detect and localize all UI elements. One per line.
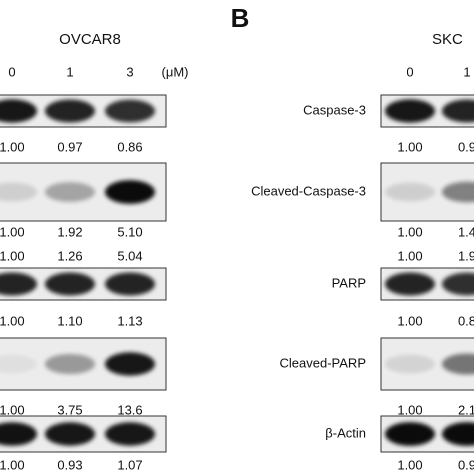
quant-value: 1.9: [458, 248, 474, 263]
quant-value: 1.92: [57, 224, 82, 239]
band: [0, 422, 37, 446]
band: [105, 99, 155, 123]
blot: [0, 337, 167, 391]
quant-value: 1.00: [0, 457, 25, 472]
quant-value: 1.00: [397, 224, 422, 239]
band: [45, 353, 95, 375]
quant-value: 1.00: [397, 248, 422, 263]
band: [442, 422, 474, 446]
band: [0, 354, 37, 374]
dose-label: 0: [8, 64, 15, 79]
protein-label: β-Actin: [325, 425, 366, 440]
quant-value: 1.00: [0, 313, 25, 328]
protein-label: Caspase-3: [303, 102, 366, 117]
band: [385, 422, 435, 446]
band: [442, 99, 474, 123]
quant-value: 0.9: [458, 457, 474, 472]
quant-value: 1.00: [397, 457, 422, 472]
band: [442, 353, 474, 375]
cell-line: OVCAR8: [59, 31, 121, 48]
quant-value: 13.6: [117, 402, 142, 417]
band: [45, 99, 95, 123]
quant-value: 0.93: [57, 457, 82, 472]
band: [385, 354, 435, 374]
quant-value: 0.86: [117, 139, 142, 154]
quant-value: 5.10: [117, 224, 142, 239]
quant-value: 1.00: [0, 402, 25, 417]
quant-value: 0.8: [458, 313, 474, 328]
quant-value: 1.13: [117, 313, 142, 328]
cell-line: SKC: [432, 31, 463, 48]
quant-value: 1.00: [397, 313, 422, 328]
band: [105, 352, 155, 376]
protein-label: PARP: [332, 275, 366, 290]
band: [45, 182, 95, 202]
quant-value: 1.00: [0, 224, 25, 239]
dose-label: 1: [463, 64, 470, 79]
dose-label: 0: [406, 64, 413, 79]
blot: [0, 94, 167, 128]
band: [385, 272, 435, 296]
blot: [380, 267, 474, 301]
band: [385, 99, 435, 123]
protein-label: Cleaved-Caspase-3: [251, 183, 366, 198]
quant-value: 1.10: [57, 313, 82, 328]
blot: [0, 267, 167, 301]
band: [442, 181, 474, 203]
blot: [380, 337, 474, 391]
quant-value: 5.04: [117, 248, 142, 263]
blot: [380, 162, 474, 222]
band: [105, 272, 155, 296]
unit: (μM): [162, 64, 189, 79]
band: [105, 180, 155, 204]
quant-value: 1.00: [0, 248, 25, 263]
quant-value: 1.00: [0, 139, 25, 154]
blot: [380, 94, 474, 128]
dose-label: 1: [66, 64, 73, 79]
quant-value: 0.97: [57, 139, 82, 154]
quant-value: 1.07: [117, 457, 142, 472]
band: [0, 182, 37, 202]
quant-value: 1.4: [458, 224, 474, 239]
quant-value: 0.9: [458, 139, 474, 154]
dose-label: 3: [126, 64, 133, 79]
blot: [0, 162, 167, 222]
quant-value: 2.1: [458, 402, 474, 417]
band: [442, 272, 474, 296]
band: [385, 182, 435, 202]
protein-label: Cleaved-PARP: [280, 355, 366, 370]
quant-value: 1.00: [397, 139, 422, 154]
band: [0, 272, 37, 296]
quant-value: 1.26: [57, 248, 82, 263]
blot: [0, 415, 167, 453]
quant-value: 3.75: [57, 402, 82, 417]
quant-value: 1.00: [397, 402, 422, 417]
band: [45, 422, 95, 446]
panel-label: B: [231, 3, 250, 33]
band: [45, 272, 95, 296]
blot: [380, 415, 474, 453]
band: [105, 422, 155, 446]
band: [0, 99, 37, 123]
